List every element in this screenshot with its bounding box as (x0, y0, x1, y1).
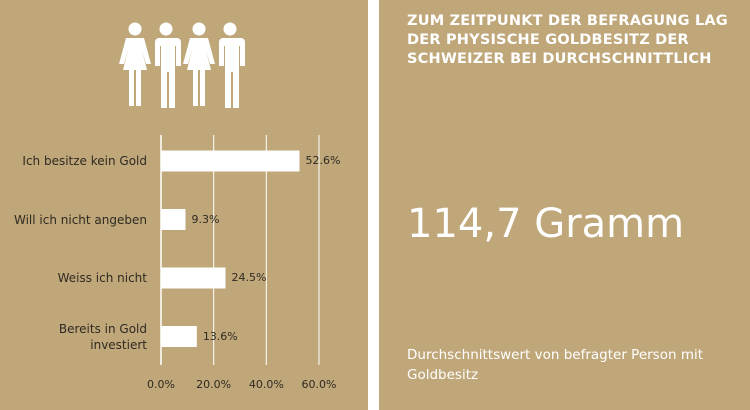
bar-value-label: 52.6% (305, 154, 341, 167)
category-label: Weiss ich nicht (57, 271, 147, 285)
big-value: 114,7 Gramm (407, 201, 685, 247)
bar-value-label: 24.5% (231, 271, 267, 284)
bar (161, 267, 226, 289)
category-label: Will ich nicht angeben (14, 212, 147, 227)
bar-chart (160, 135, 320, 365)
x-tick-label: 60.0% (301, 378, 337, 391)
group-of-people-icon (119, 22, 245, 108)
bar-value-label: 9.3% (191, 212, 220, 226)
summary-panel: ZUM ZEITPUNKT DER BEFRAGUNG LAG DER PHYS… (379, 0, 750, 410)
x-tick-label: 20.0% (196, 378, 232, 391)
chart-panel: 0.0% 20.0% 40.0% 60.0% 52.6% Ich besitze kein… (0, 0, 368, 410)
footnote: Durchschnittswert von befragter Person m… (407, 347, 704, 383)
bar (161, 326, 197, 347)
x-tick-label: 0.0% (147, 378, 175, 391)
headline: ZUM ZEITPUNKT DER BEFRAGUNG LAG DER PHYS… (407, 13, 728, 67)
category-label: Bereits in Gold investiert (58, 321, 147, 352)
bar (161, 150, 300, 172)
bar (161, 209, 186, 230)
bar-value-label: 13.6% (202, 329, 238, 343)
x-tick-label: 40.0% (248, 378, 284, 391)
category-label: Ich besitze kein Gold (22, 154, 147, 168)
